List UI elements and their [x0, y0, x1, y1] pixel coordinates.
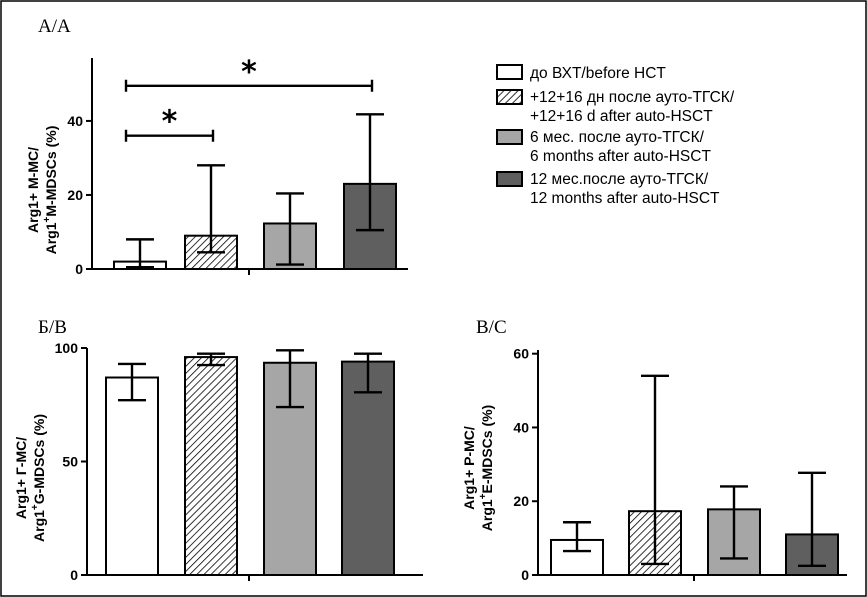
y-tick-label: 40	[513, 419, 529, 435]
legend-item: до ВХТ/before HCT	[496, 64, 666, 82]
y-tick-label: 50	[62, 454, 78, 470]
legend-text: 6 months after auto-HSCT	[530, 148, 711, 165]
panel-a-ylabel-line1: Arg1+ M-MC/	[25, 147, 41, 233]
y-tick-label: 0	[70, 567, 78, 583]
legend-swatch	[496, 171, 523, 187]
significance-bracket	[124, 79, 374, 92]
error-bar-4	[798, 471, 826, 567]
panel-c-ylabel-line2: Arg1+E-MDSCs (%)	[478, 405, 495, 531]
legend-swatch	[496, 89, 523, 105]
y-tick-label: 20	[513, 493, 529, 509]
legend-text: 12 months after auto-HSCT	[530, 190, 720, 207]
panel-a-error-bars	[126, 113, 384, 269]
panel-c-ylabel: Arg1+ P-MC/ Arg1+E-MDSCs (%)	[461, 405, 495, 531]
error-bar-1	[118, 362, 146, 402]
legend-text: +12+16 дн после ауто-ТГСК/	[530, 89, 735, 106]
legend-item: 6 мес. после ауто-ТГСК/ 6 months after a…	[496, 129, 711, 165]
panel-b: Б/B Arg1+ Г-MC/ Arg1+G-MDSCs (%) 0 50 100	[13, 317, 423, 583]
panel-b-label: Б/B	[38, 317, 67, 338]
significance-star: *	[241, 55, 257, 90]
legend-swatch	[496, 64, 523, 80]
y-tick-label: 100	[55, 340, 79, 356]
legend-item: +12+16 дн после ауто-ТГСК/ +12+16 d afte…	[496, 89, 735, 125]
error-bar-3	[276, 349, 304, 409]
panel-b-bars	[105, 356, 395, 577]
panel-b-ylabel: Arg1+ Г-MC/ Arg1+G-MDSCs (%)	[13, 414, 47, 542]
panel-a-bars	[113, 182, 397, 271]
error-bar-4	[354, 352, 382, 394]
y-tick-label: 20	[67, 187, 83, 203]
legend-swatch	[496, 129, 523, 145]
panel-a-ylabel-line2: Arg1+M-MDSCs (%)	[42, 126, 59, 255]
panel-a: A/A Arg1+ M-MC/ Arg1+M-MDSCs (%) 0 20 40 *…	[25, 16, 408, 277]
panel-b-ylabel-line2: Arg1+G-MDSCs (%)	[30, 414, 47, 542]
y-tick-label: 60	[513, 346, 529, 362]
bar-4	[341, 360, 395, 576]
significance-star: *	[162, 105, 178, 140]
y-tick-label: 0	[521, 567, 529, 583]
bar-2	[184, 356, 238, 576]
error-bar-2	[197, 164, 225, 254]
significance-bracket	[124, 129, 215, 142]
legend-text: 6 мес. после ауто-ТГСК/	[530, 129, 705, 146]
panel-c-label: В/C	[476, 317, 507, 338]
error-bar-3	[720, 485, 748, 560]
y-tick-label: 0	[75, 261, 83, 277]
panel-c-ylabel-line1: Arg1+ P-MC/	[461, 426, 477, 510]
error-bar-4	[356, 113, 384, 232]
panel-a-label: A/A	[38, 16, 71, 37]
error-bar-3	[276, 192, 304, 266]
y-tick-label: 40	[67, 113, 83, 129]
panel-a-ylabel: Arg1+ M-MC/ Arg1+M-MDSCs (%)	[25, 126, 59, 255]
error-bar-1	[126, 238, 154, 269]
legend-item: 12 мес.после ауто-ТГСК/ 12 months after …	[496, 171, 720, 207]
error-bar-2	[197, 352, 225, 367]
bar-1	[105, 376, 159, 577]
panel-c: В/C Arg1+ P-MC/ Arg1+E-MDSCs (%) 0 20 40 60	[461, 317, 847, 583]
legend: до ВХТ/before HCT +12+16 дн после ауто-Т…	[496, 64, 735, 207]
error-bar-2	[641, 374, 669, 566]
panel-a-significance: **	[124, 55, 374, 142]
legend-text: 12 мес.после ауто-ТГСК/	[530, 171, 709, 188]
error-bar-1	[563, 521, 591, 553]
panel-b-ylabel-line1: Arg1+ Г-MC/	[13, 437, 29, 519]
legend-text: +12+16 d after auto-HSCT	[530, 108, 713, 125]
legend-text: до ВХТ/before HCT	[530, 65, 666, 82]
panel-c-bars	[550, 508, 839, 577]
panel-b-error-bars	[118, 349, 382, 409]
panel-c-error-bars	[563, 374, 826, 567]
